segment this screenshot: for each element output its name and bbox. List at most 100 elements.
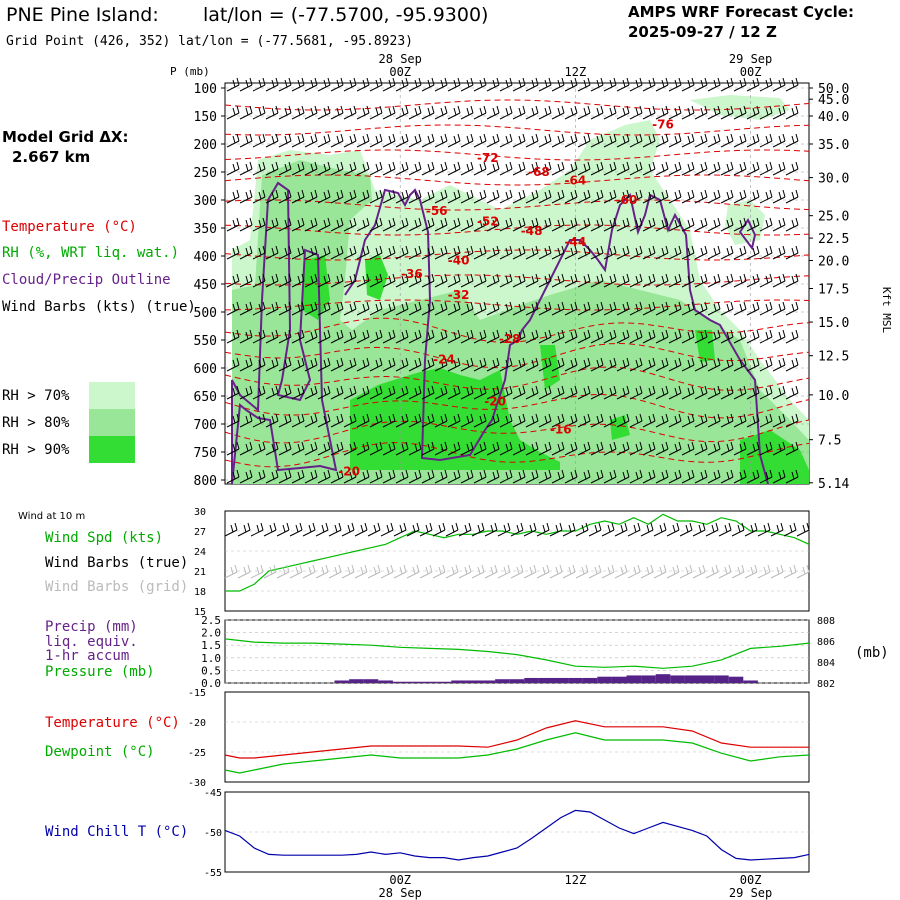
upper-wind-barb-flag (353, 413, 357, 422)
upper-wind-barb (642, 420, 656, 428)
upper-wind-barb-flag (691, 161, 695, 170)
upper-wind-barb-flag (743, 245, 747, 254)
upper-wind-barb (369, 364, 383, 372)
surface-wind-barb-true-flag (295, 524, 299, 533)
upper-wind-barb-flag (739, 79, 743, 88)
upper-wind-barb (538, 448, 552, 456)
upper-wind-barb-flag (262, 441, 266, 450)
temperature-contour-label: -20 (484, 395, 506, 409)
upper-wind-barb-flag (691, 133, 695, 142)
upper-wind-barb-flag (262, 189, 266, 198)
upper-wind-barb-flag (557, 135, 561, 144)
upper-wind-barb (694, 224, 708, 232)
upper-wind-barb-flag (414, 107, 418, 116)
temperature-contour (224, 174, 810, 186)
upper-wind-barb-flag (414, 415, 418, 424)
surface-wind-barb-grid-flag (243, 566, 247, 575)
upper-wind-barb (239, 168, 253, 176)
upper-wind-barb-flag (782, 189, 786, 198)
upper-wind-barb (343, 420, 357, 428)
upper-wind-barb (291, 308, 305, 316)
upper-wind-barb-flag (691, 329, 695, 338)
upper-wind-barb (486, 140, 500, 148)
upper-wind-barb-flag (453, 415, 457, 424)
upper-wind-barb-flag (457, 469, 461, 478)
upper-wind-barb-flag (388, 79, 392, 88)
upper-wind-barb (785, 364, 799, 372)
height-tick-label: 12.5 (818, 350, 849, 365)
upper-wind-barb (655, 420, 669, 428)
surface-wind-barb-true-flag (464, 524, 468, 533)
upper-wind-barb (538, 392, 552, 400)
upper-wind-barb-flag (717, 441, 721, 450)
upper-wind-barb-flag (509, 441, 513, 450)
upper-wind-barb-flag (483, 105, 487, 114)
wind-speed-tick-label: 18 (194, 587, 206, 598)
surface-wind-barb-grid-flag (325, 564, 329, 573)
upper-wind-barb (330, 308, 344, 316)
upper-wind-barb-flag (496, 357, 500, 366)
upper-wind-barb (408, 84, 422, 92)
upper-wind-barb-flag (795, 301, 799, 310)
upper-wind-barb-flag (258, 107, 262, 116)
upper-wind-barb-flag (414, 79, 418, 88)
upper-wind-barb-flag (249, 133, 253, 142)
upper-wind-barb-flag (548, 77, 552, 86)
upper-wind-barb (395, 84, 409, 92)
upper-wind-barb-flag (236, 301, 240, 310)
upper-wind-barb (278, 280, 292, 288)
upper-wind-barb-flag (700, 303, 704, 312)
surface-wind-barb-grid (796, 571, 810, 579)
upper-wind-barb-flag (249, 245, 253, 254)
temperature-contour (224, 199, 810, 211)
temperature-contour (224, 249, 810, 261)
upper-wind-barb-flag (444, 385, 448, 394)
upper-wind-barb (759, 224, 773, 232)
upper-wind-barb-flag (323, 387, 327, 396)
upper-wind-barb-flag (492, 471, 496, 480)
upper-wind-barb (434, 84, 448, 92)
upper-wind-barb-flag (544, 163, 548, 172)
upper-wind-barb-flag (392, 133, 396, 142)
upper-wind-barb-flag (401, 331, 405, 340)
upper-wind-barb (772, 336, 786, 344)
upper-wind-barb-flag (752, 135, 756, 144)
upper-wind-barb (551, 84, 565, 92)
upper-wind-barb (785, 168, 799, 176)
upper-wind-barb-flag (587, 301, 591, 310)
upper-wind-barb-flag (379, 245, 383, 254)
upper-wind-barb-flag (691, 441, 695, 450)
upper-wind-barb-flag (297, 275, 301, 284)
upper-wind-barb-flag (600, 301, 604, 310)
upper-wind-barb-flag (297, 359, 301, 368)
surface-wind-barb-true-flag (646, 524, 650, 533)
surface-wind-barb-true (380, 529, 394, 537)
surface-wind-barb-grid (627, 571, 641, 579)
upper-wind-barb-flag (414, 135, 418, 144)
height-ticks: 50.045.040.035.030.025.022.520.017.515.0… (809, 82, 849, 492)
upper-wind-barb-flag (726, 135, 730, 144)
upper-wind-barb-flag (236, 105, 240, 114)
upper-wind-barb-flag (557, 415, 561, 424)
upper-wind-barb-flag (561, 105, 565, 114)
upper-wind-barb-flag (795, 189, 799, 198)
upper-wind-barb (447, 364, 461, 372)
upper-wind-barb (590, 364, 604, 372)
surface-wind-barb-true-flag (611, 522, 615, 531)
upper-wind-barb (317, 168, 331, 176)
wind-speed-line (225, 513, 810, 592)
upper-wind-barb-flag (275, 217, 279, 226)
upper-wind-barb-flag (561, 273, 565, 282)
upper-wind-barb-flag (544, 107, 548, 116)
upper-wind-barb-flag (687, 135, 691, 144)
surface-wind-barb-grid (744, 571, 758, 579)
wind-barbs-upper (226, 77, 799, 484)
upper-wind-barb-flag (639, 245, 643, 254)
upper-wind-barb-flag (245, 303, 249, 312)
upper-wind-barb (616, 196, 630, 204)
upper-wind-barb-flag (466, 247, 470, 256)
upper-wind-barb (421, 252, 435, 260)
upper-wind-barb-flag (353, 77, 357, 86)
upper-wind-barb-flag (427, 359, 431, 368)
